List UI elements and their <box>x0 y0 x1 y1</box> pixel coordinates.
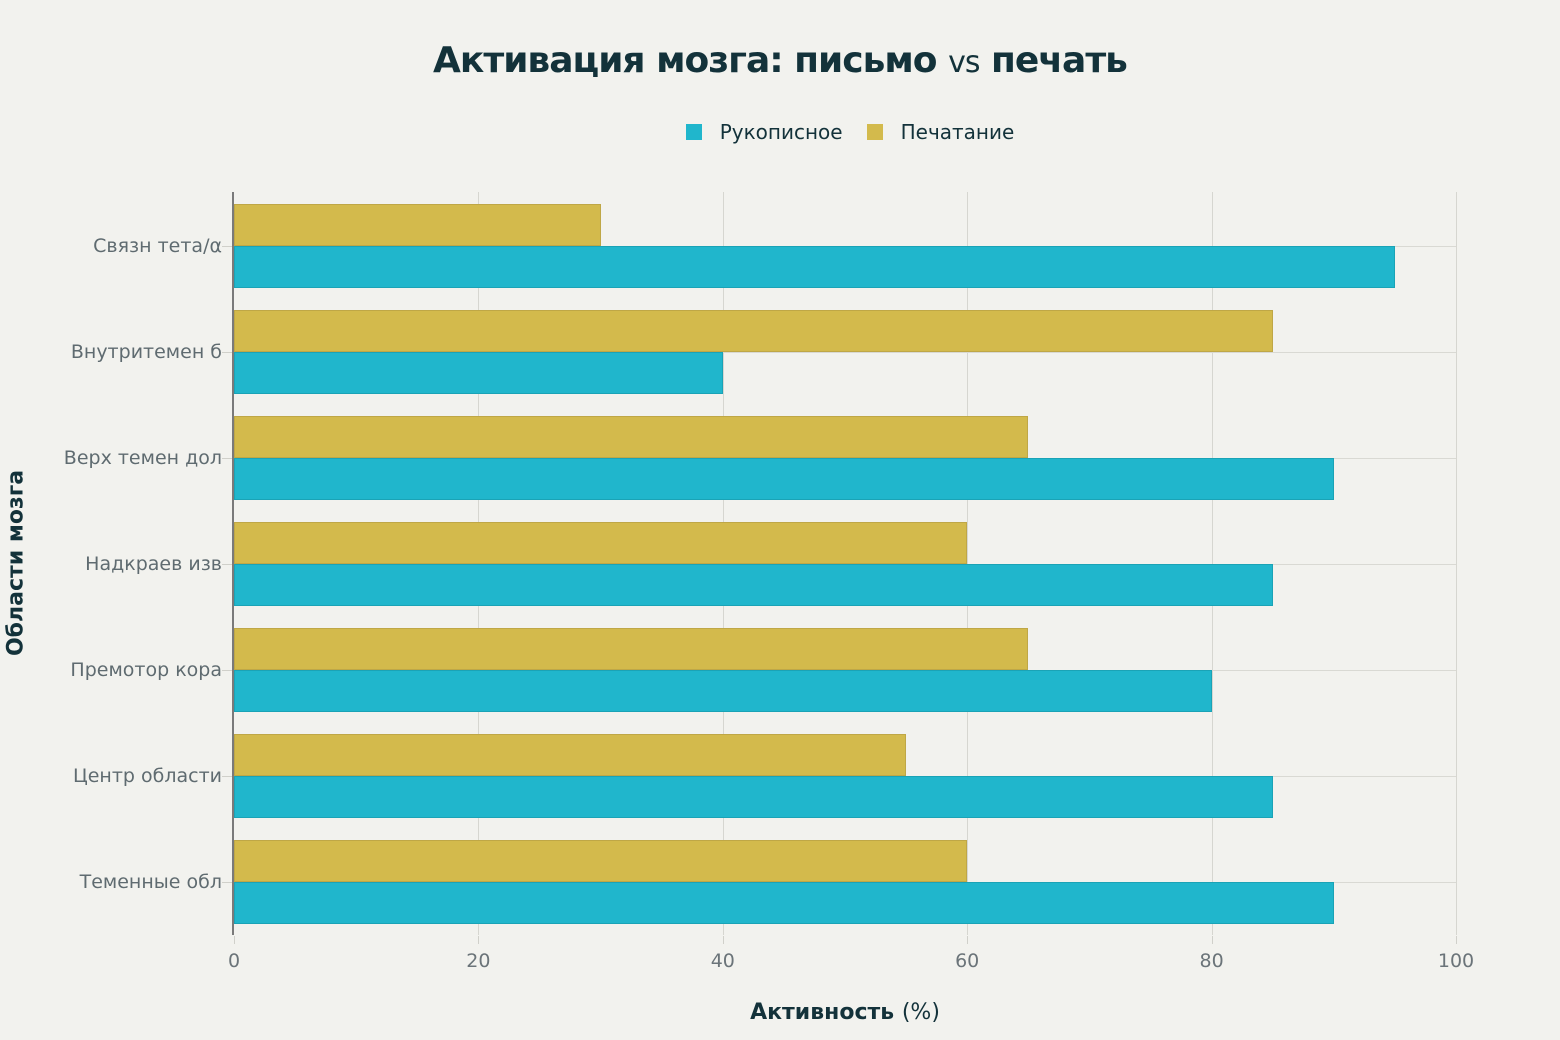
x-tick-mark <box>1211 936 1213 944</box>
legend-label-handwritten: Рукописное <box>719 120 843 144</box>
y-tick-label: Центр области <box>72 765 222 788</box>
x-tick-mark <box>1456 936 1457 944</box>
bar-typed[interactable] <box>234 309 1273 352</box>
legend-swatch-handwritten <box>685 124 702 140</box>
gridline-x-80 <box>1211 192 1213 935</box>
bar-typed[interactable] <box>234 628 1029 671</box>
legend: Рукописное Печатание <box>0 120 1560 144</box>
y-tick-label: Надкраев изв <box>85 553 222 575</box>
gridline-y <box>234 351 1456 353</box>
title-part-a: Активация мозга: письмо <box>433 40 937 81</box>
y-tick-label: Премотор кора <box>70 659 222 682</box>
legend-item-typed[interactable]: Печатание <box>866 120 1015 144</box>
x-axis-title: Активность (%) <box>234 1000 1456 1025</box>
bar-typed[interactable] <box>234 734 907 777</box>
x-axis-title-main: Активность <box>750 1000 895 1025</box>
x-tick-mark <box>234 936 235 944</box>
x-tick-label: 40 <box>710 950 735 972</box>
y-tick-label: Связн тета/α <box>93 234 222 257</box>
x-tick-mark <box>478 936 480 944</box>
y-tick-mark <box>222 670 232 672</box>
bar-typed[interactable] <box>234 840 968 883</box>
legend-label-typed: Печатание <box>900 120 1015 144</box>
bar-handwritten[interactable] <box>234 776 1273 819</box>
plot-area <box>234 192 1457 935</box>
legend-item-handwritten[interactable]: Рукописное <box>685 120 843 144</box>
x-tick-label: 20 <box>466 950 491 972</box>
bar-handwritten[interactable] <box>234 245 1395 288</box>
y-tick-mark <box>222 564 232 565</box>
title-vs: vs <box>948 45 980 80</box>
bar-typed[interactable] <box>234 203 601 246</box>
bar-handwritten[interactable] <box>234 882 1334 925</box>
y-tick-mark <box>222 245 232 247</box>
x-tick-label: 60 <box>955 950 980 972</box>
x-tick-label: 0 <box>227 950 241 972</box>
y-axis-title: Области мозга <box>3 469 29 657</box>
y-tick-mark <box>222 351 232 353</box>
y-tick-label: Теменные обл <box>79 871 222 894</box>
x-axis-title-unit: (%) <box>901 1000 940 1025</box>
bar-handwritten[interactable] <box>234 670 1212 713</box>
bar-handwritten[interactable] <box>234 351 723 394</box>
y-tick-label: Верх темен дол <box>63 446 222 469</box>
gridline-x-100 <box>1456 192 1457 935</box>
gridline-x-60 <box>967 192 969 935</box>
chart-title: Активация мозга: письмо vs печать <box>0 40 1560 81</box>
y-tick-label: Внутритемен б <box>70 340 222 363</box>
bar-typed[interactable] <box>234 522 968 564</box>
y-tick-mark <box>222 776 232 778</box>
x-tick-mark <box>722 936 724 944</box>
bar-handwritten[interactable] <box>234 457 1334 500</box>
y-tick-mark <box>222 457 232 459</box>
x-tick-label: 100 <box>1437 950 1475 972</box>
y-tick-mark <box>222 882 232 884</box>
x-tick-label: 80 <box>1199 950 1224 972</box>
title-part-b: печать <box>991 40 1128 81</box>
x-tick-mark <box>967 936 969 944</box>
bar-typed[interactable] <box>234 415 1029 458</box>
bar-handwritten[interactable] <box>234 564 1273 606</box>
legend-swatch-typed <box>866 124 883 140</box>
y-axis-line <box>232 192 234 935</box>
